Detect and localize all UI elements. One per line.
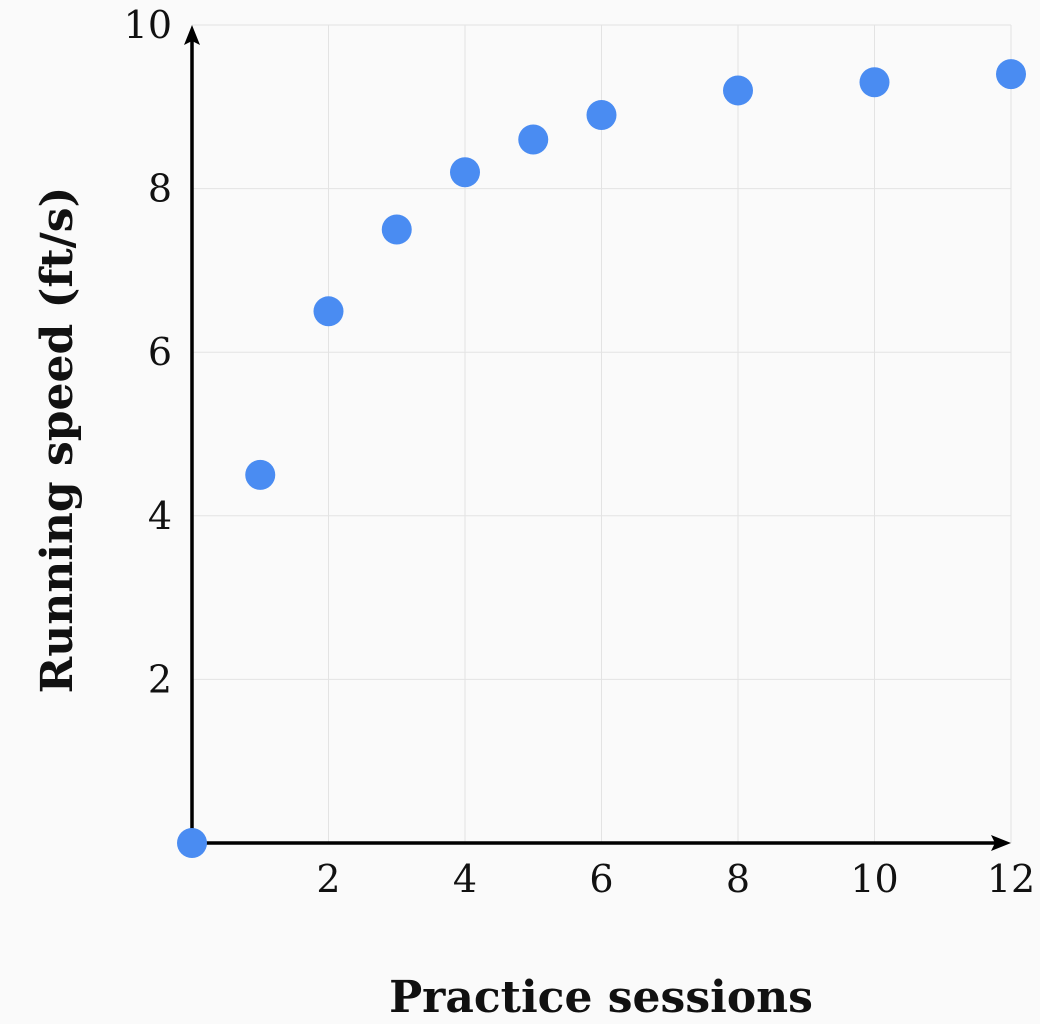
x-tick-label-6: 6 xyxy=(589,857,613,901)
x-axis-title: Practice sessions xyxy=(389,972,813,1023)
data-point-5 xyxy=(518,124,549,155)
x-tick-label-8: 8 xyxy=(726,857,750,901)
data-point-8 xyxy=(859,67,890,98)
x-tick-label-4: 4 xyxy=(453,857,477,901)
data-point-3 xyxy=(381,214,412,245)
y-tick-label-10: 10 xyxy=(124,3,172,47)
data-point-9 xyxy=(996,59,1026,90)
grid xyxy=(192,24,1012,843)
x-axis-arrowhead xyxy=(991,835,1011,851)
y-tick-label-8: 8 xyxy=(148,167,172,211)
x-tick-label-2: 2 xyxy=(316,857,340,901)
y-tick-label-2: 2 xyxy=(148,657,172,701)
data-points xyxy=(177,59,1026,858)
data-point-0 xyxy=(177,828,207,858)
data-point-2 xyxy=(313,296,344,327)
data-point-6 xyxy=(586,99,617,130)
x-tick-label-10: 10 xyxy=(850,857,898,901)
tick-labels: 2 4 6 8 10 12 2 4 6 8 10 xyxy=(124,3,1036,901)
data-point-1 xyxy=(245,459,276,490)
x-tick-label-12: 12 xyxy=(987,857,1035,901)
y-axis-title: Running speed (ft/s) xyxy=(32,187,83,694)
data-point-4 xyxy=(450,157,480,188)
y-tick-label-4: 4 xyxy=(148,494,172,538)
data-point-7 xyxy=(723,75,753,106)
y-tick-label-6: 6 xyxy=(148,330,172,374)
axes xyxy=(184,25,1011,851)
y-axis-arrowhead xyxy=(184,25,200,45)
